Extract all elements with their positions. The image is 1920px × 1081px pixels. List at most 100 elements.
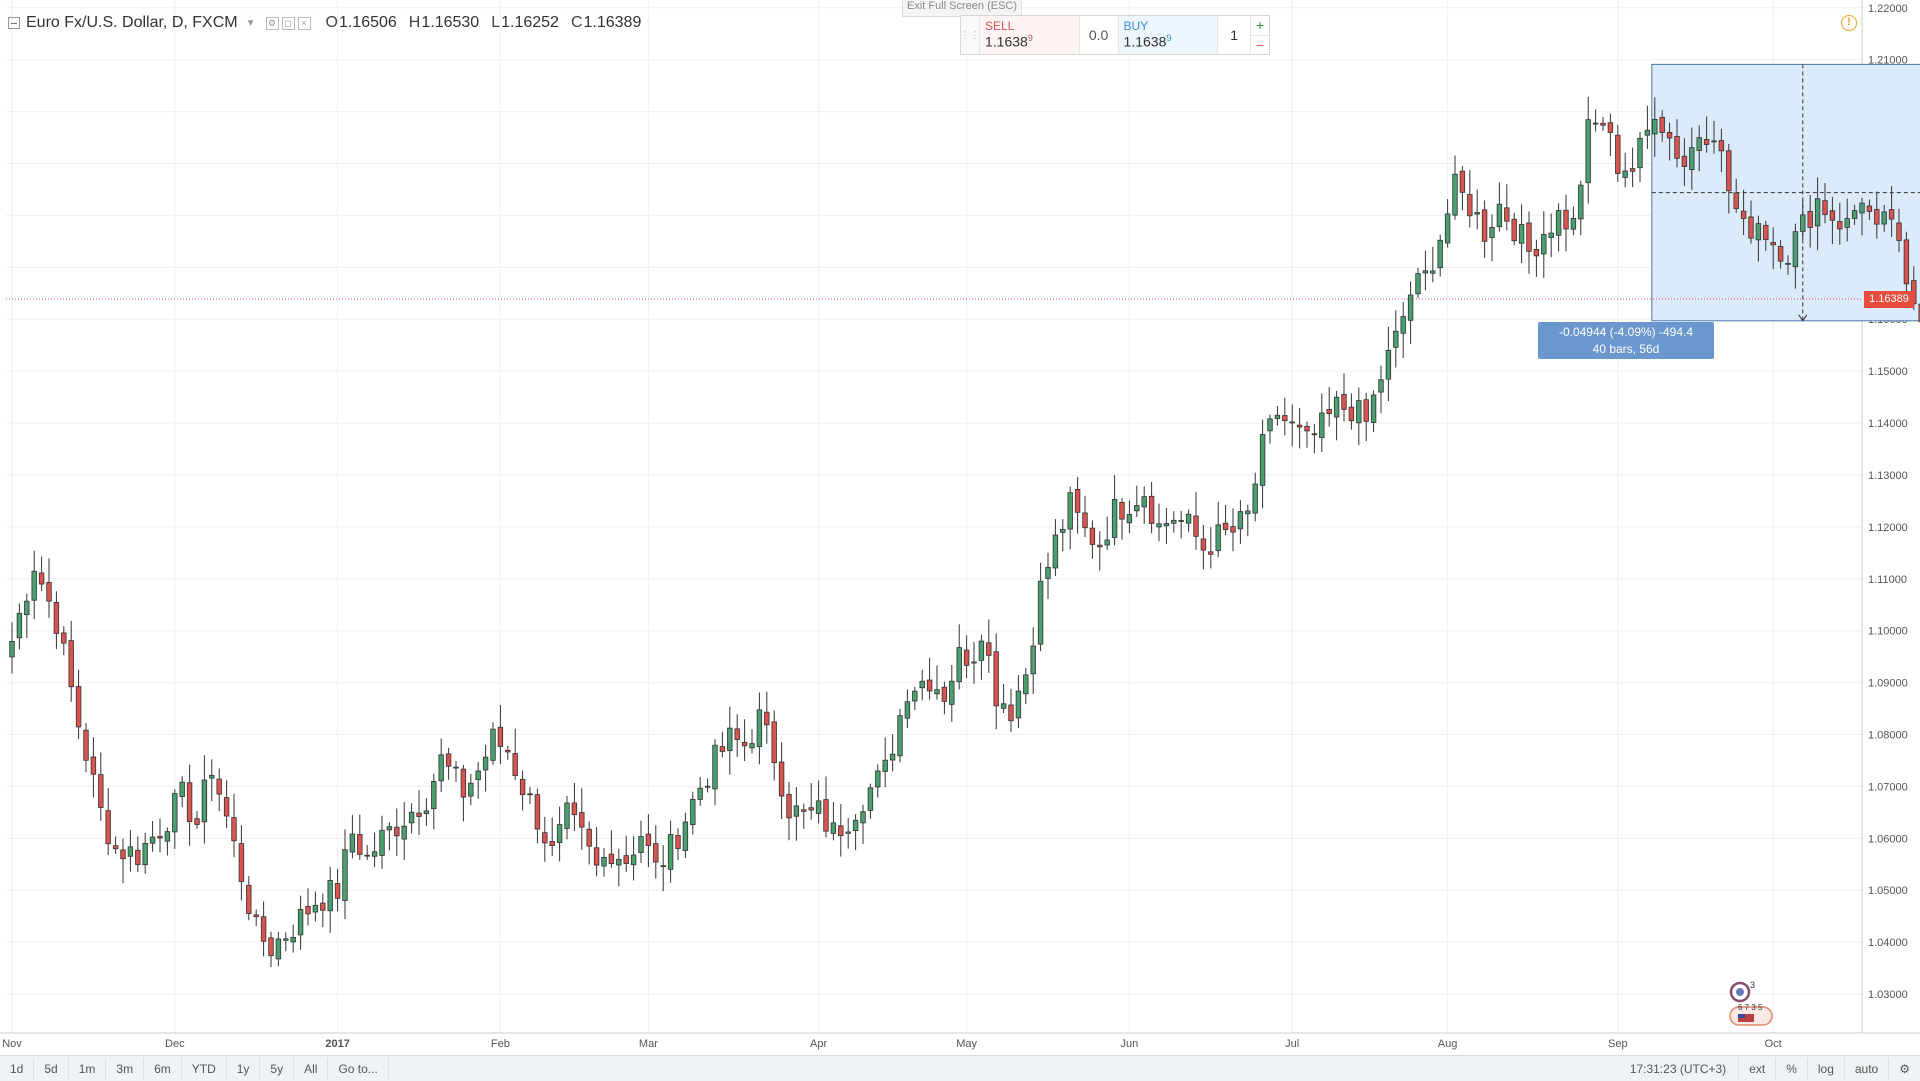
- candle-down[interactable]: [571, 802, 578, 816]
- candle-up[interactable]: [9, 640, 15, 658]
- candle-down[interactable]: [1866, 205, 1873, 212]
- candle-up[interactable]: [1792, 231, 1799, 268]
- candle-up[interactable]: [453, 766, 459, 769]
- candle-up[interactable]: [1171, 519, 1177, 524]
- candle-down[interactable]: [778, 761, 785, 797]
- candle-down[interactable]: [334, 883, 341, 899]
- candle-up[interactable]: [1489, 226, 1495, 238]
- candle-down[interactable]: [1459, 170, 1466, 193]
- candle-up[interactable]: [201, 779, 208, 823]
- candle-up[interactable]: [1274, 414, 1281, 419]
- candle-down[interactable]: [1896, 222, 1902, 241]
- candle-up[interactable]: [24, 600, 30, 616]
- candle-down[interactable]: [505, 749, 511, 753]
- candle-down[interactable]: [719, 746, 726, 752]
- candle-up[interactable]: [127, 846, 134, 857]
- candle-up[interactable]: [275, 938, 282, 960]
- candle-up[interactable]: [31, 570, 37, 601]
- candle-up[interactable]: [408, 811, 415, 824]
- candle-up[interactable]: [1126, 513, 1133, 524]
- candle-up[interactable]: [1134, 505, 1140, 512]
- candle-down[interactable]: [320, 902, 326, 911]
- candle-down[interactable]: [586, 828, 592, 847]
- candle-down[interactable]: [460, 768, 467, 798]
- ext-toggle[interactable]: ext: [1739, 1057, 1777, 1080]
- candle-up[interactable]: [179, 781, 185, 798]
- candle-down[interactable]: [1363, 399, 1369, 422]
- candle-up[interactable]: [1644, 129, 1651, 136]
- candle-up[interactable]: [283, 938, 289, 941]
- candle-down[interactable]: [1659, 116, 1665, 133]
- candle-up[interactable]: [630, 854, 637, 866]
- candle-down[interactable]: [1740, 210, 1747, 219]
- candle-up[interactable]: [142, 842, 148, 866]
- candle-up[interactable]: [1185, 513, 1192, 524]
- candle-down[interactable]: [394, 826, 400, 837]
- candle-up[interactable]: [727, 727, 733, 752]
- candle-down[interactable]: [1467, 194, 1473, 217]
- candle-down[interactable]: [741, 741, 748, 747]
- candle-up[interactable]: [327, 880, 333, 912]
- candle-up[interactable]: [882, 759, 888, 772]
- candle-down[interactable]: [1311, 433, 1318, 436]
- candle-down[interactable]: [364, 854, 370, 857]
- candle-up[interactable]: [379, 829, 385, 856]
- alert-icon[interactable]: !: [1841, 15, 1857, 31]
- candle-up[interactable]: [1689, 147, 1695, 171]
- candle-up[interactable]: [601, 857, 607, 867]
- candle-up[interactable]: [475, 770, 481, 781]
- candle-up[interactable]: [860, 811, 866, 824]
- candle-down[interactable]: [519, 778, 526, 796]
- range-5y-button[interactable]: 5y: [260, 1057, 295, 1080]
- candle-down[interactable]: [963, 649, 970, 666]
- candle-down[interactable]: [1629, 168, 1636, 172]
- candle-down[interactable]: [157, 835, 163, 839]
- candle-up[interactable]: [1237, 511, 1244, 530]
- candle-up[interactable]: [815, 800, 822, 814]
- candle-down[interactable]: [1726, 150, 1732, 192]
- candle-down[interactable]: [1304, 425, 1310, 432]
- candle-up[interactable]: [342, 849, 348, 901]
- candle-up[interactable]: [1015, 690, 1022, 719]
- candle-up[interactable]: [149, 836, 156, 844]
- candle-down[interactable]: [194, 818, 200, 825]
- candle-down[interactable]: [53, 601, 60, 634]
- candle-down[interactable]: [1733, 192, 1739, 209]
- candle-up[interactable]: [1111, 499, 1118, 538]
- candle-up[interactable]: [1378, 379, 1384, 393]
- candle-up[interactable]: [172, 793, 178, 833]
- candle-down[interactable]: [1481, 209, 1488, 242]
- candle-up[interactable]: [852, 819, 859, 832]
- chevron-down-icon[interactable]: ▼: [245, 17, 256, 29]
- candle-down[interactable]: [186, 782, 193, 823]
- candle-down[interactable]: [83, 729, 89, 761]
- candle-down[interactable]: [1918, 303, 1920, 323]
- event-badges[interactable]: 3 6 7 3 5: [1726, 981, 1776, 1031]
- candle-down[interactable]: [305, 905, 311, 915]
- candle-down[interactable]: [823, 799, 829, 832]
- candle-up[interactable]: [1067, 492, 1073, 530]
- candle-up[interactable]: [371, 851, 378, 857]
- hide-icon[interactable]: ◻: [281, 16, 295, 30]
- candle-down[interactable]: [416, 812, 422, 817]
- candle-up[interactable]: [912, 690, 918, 702]
- candle-down[interactable]: [1763, 224, 1769, 241]
- candle-down[interactable]: [98, 774, 104, 808]
- candle-up[interactable]: [867, 787, 874, 811]
- candle-up[interactable]: [697, 787, 703, 800]
- candle-up[interactable]: [1289, 421, 1295, 424]
- candle-down[interactable]: [579, 812, 585, 828]
- candle-down[interactable]: [357, 834, 363, 855]
- candle-down[interactable]: [1200, 538, 1207, 551]
- candle-down[interactable]: [1119, 501, 1125, 520]
- buy-button[interactable]: BUY 1.16389: [1118, 16, 1219, 54]
- candle-down[interactable]: [246, 884, 252, 914]
- candle-down[interactable]: [1718, 140, 1725, 152]
- candle-down[interactable]: [527, 793, 533, 796]
- candle-up[interactable]: [616, 859, 622, 866]
- candle-up[interactable]: [1407, 294, 1414, 321]
- candle-down[interactable]: [1829, 210, 1836, 221]
- candle-up[interactable]: [1385, 349, 1392, 380]
- settings-icon[interactable]: ⚙: [265, 16, 279, 30]
- candle-up[interactable]: [1844, 218, 1850, 228]
